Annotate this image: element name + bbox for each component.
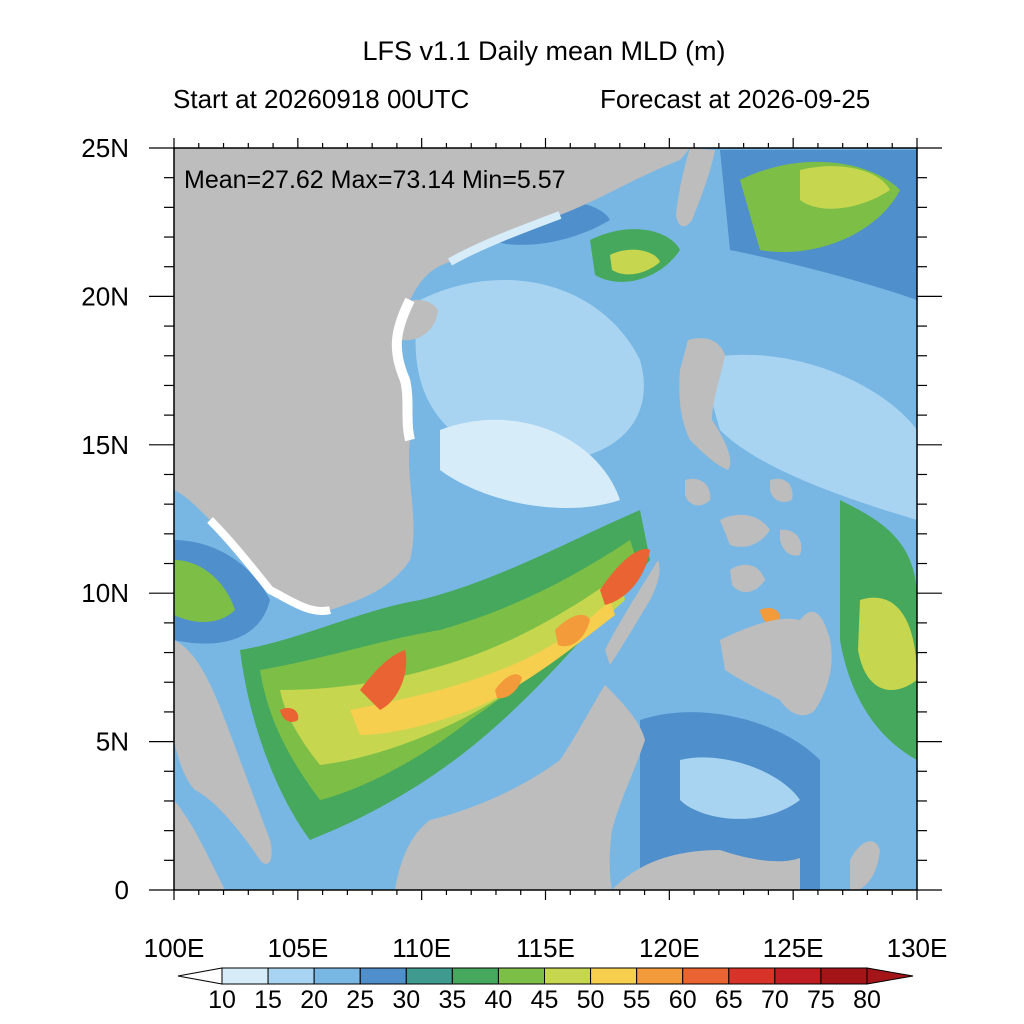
colorbar-label: 75 [807,986,835,1014]
colorbar-label: 35 [438,986,466,1014]
ocean-patch [680,757,800,819]
start-time-label: Start at 20260918 00UTC [173,84,470,114]
ocean-patch [610,249,660,275]
ocean-patch [174,560,235,622]
map-stats-label: Mean=27.62 Max=73.14 Min=5.57 [184,166,566,194]
colorbar-bin [774,967,822,985]
ocean-patch [415,280,644,462]
colorbar-label: 15 [254,986,282,1014]
mld-max-patch [360,650,407,710]
lon-tick-label: 105E [267,933,328,963]
map-plot-area [174,148,917,890]
mld-max-patch [280,708,299,722]
colorbar-label: 10 [208,986,236,1014]
lat-tick-label: 5N [96,727,129,757]
lon-tick-label: 125E [763,933,824,963]
colorbar-label: 80 [853,986,881,1014]
ocean-patch [800,166,890,209]
lon-tick-label: 100E [144,933,205,963]
land-mask [174,148,880,890]
colorbar-label: 70 [761,986,789,1014]
forecast-time-label: Forecast at 2026-09-25 [600,84,871,114]
axis-ticks: 100E 105E 110E 115E 120E 125E 130E 0 5N 10N 15N 20N… [81,133,947,963]
lat-tick-label: 25N [81,133,129,163]
colorbar: 10 15 20 25 30 35 40 45 50 55 60 65 70 75 80 [177,967,914,1014]
colorbar-label: 50 [577,986,605,1014]
coastal-band [391,297,415,442]
mld-max-patch [495,674,522,699]
colorbar-bin [544,967,592,985]
colorbar-bin [313,967,361,985]
colorbar-min-arrow [177,967,223,985]
colorbar-bin [359,967,407,985]
mld-max-patch [600,549,650,605]
lon-tick-label: 115E [516,933,575,963]
colorbar-bin [682,967,730,985]
colorbar-bin [221,967,269,985]
colorbar-label: 30 [392,986,420,1014]
colorbar-label: 65 [715,986,743,1014]
colorbar-bin [267,967,315,985]
lon-tick-label: 110E [392,933,451,963]
colorbar-bin [636,967,684,985]
lat-tick-label: 10N [81,578,129,608]
colorbar-label: 20 [300,986,328,1014]
mld-max-patch [555,614,590,647]
lon-tick-label: 120E [639,933,700,963]
colorbar-label: 55 [623,986,651,1014]
ocean-patch [440,419,620,509]
colorbar-max-arrow [866,967,914,985]
lat-tick-label: 20N [81,281,129,311]
colorbar-label: 40 [485,986,513,1014]
colorbar-bin [590,967,638,985]
coastal-band [207,517,331,615]
ocean-patch [858,597,917,690]
colorbar-bin [820,967,868,985]
colorbar-bin [728,967,776,985]
colorbar-label: 45 [531,986,559,1014]
colorbar-bin [451,967,499,985]
lat-tick-label: 15N [81,430,129,460]
lat-tick-label: 0 [115,875,129,905]
colorbar-label: 60 [669,986,697,1014]
colorbar-label: 25 [346,986,374,1014]
colorbar-bin [497,967,545,985]
lon-tick-label: 130E [887,933,948,963]
ocean-patch [700,354,917,520]
coastal-band [448,211,562,266]
colorbar-bin [405,967,453,985]
map-title: LFS v1.1 Daily mean MLD (m) [362,36,726,66]
shelf-mld-zone [350,600,615,735]
